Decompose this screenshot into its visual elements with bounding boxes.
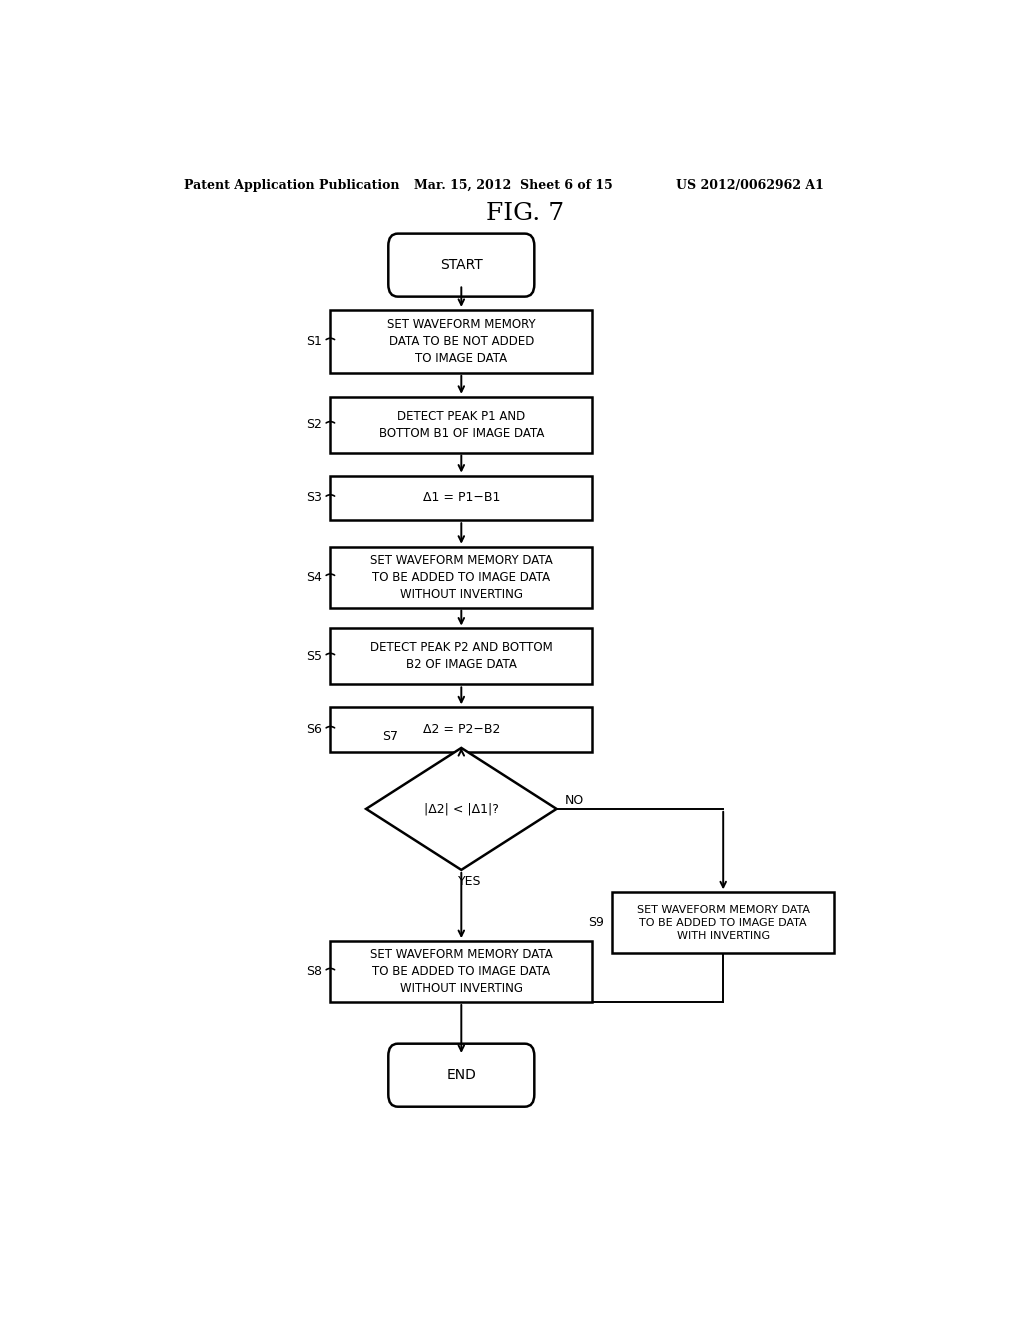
Bar [331, 546, 592, 607]
Bar [331, 475, 592, 520]
Text: SET WAVEFORM MEMORY
DATA TO BE NOT ADDED
TO IMAGE DATA: SET WAVEFORM MEMORY DATA TO BE NOT ADDED… [387, 318, 536, 364]
Bar [331, 397, 592, 453]
Text: YES: YES [458, 875, 481, 888]
Text: Patent Application Publication: Patent Application Publication [183, 178, 399, 191]
FancyBboxPatch shape [388, 1044, 535, 1106]
Text: SET WAVEFORM MEMORY DATA
TO BE ADDED TO IMAGE DATA
WITHOUT INVERTING: SET WAVEFORM MEMORY DATA TO BE ADDED TO … [370, 553, 553, 601]
Bar [331, 941, 592, 1002]
FancyBboxPatch shape [388, 234, 535, 297]
Text: S6: S6 [306, 723, 323, 737]
Text: Mar. 15, 2012  Sheet 6 of 15: Mar. 15, 2012 Sheet 6 of 15 [414, 178, 612, 191]
Text: US 2012/0062962 A1: US 2012/0062962 A1 [676, 178, 823, 191]
Bar [612, 892, 835, 953]
Text: S7: S7 [382, 730, 398, 743]
Text: END: END [446, 1068, 476, 1082]
Text: |Δ2| < |Δ1|?: |Δ2| < |Δ1|? [424, 803, 499, 816]
Text: NO: NO [564, 795, 584, 808]
Bar [331, 628, 592, 684]
Text: S8: S8 [306, 965, 323, 978]
Text: SET WAVEFORM MEMORY DATA
TO BE ADDED TO IMAGE DATA
WITH INVERTING: SET WAVEFORM MEMORY DATA TO BE ADDED TO … [637, 904, 810, 941]
Text: S3: S3 [306, 491, 323, 504]
Bar [331, 708, 592, 752]
Text: Δ2 = P2−B2: Δ2 = P2−B2 [423, 723, 500, 737]
Text: DETECT PEAK P2 AND BOTTOM
B2 OF IMAGE DATA: DETECT PEAK P2 AND BOTTOM B2 OF IMAGE DA… [370, 642, 553, 672]
Text: Δ1 = P1−B1: Δ1 = P1−B1 [423, 491, 500, 504]
Text: S9: S9 [588, 916, 604, 929]
Text: SET WAVEFORM MEMORY DATA
TO BE ADDED TO IMAGE DATA
WITHOUT INVERTING: SET WAVEFORM MEMORY DATA TO BE ADDED TO … [370, 948, 553, 995]
Text: S2: S2 [306, 418, 323, 432]
Polygon shape [367, 748, 557, 870]
Text: DETECT PEAK P1 AND
BOTTOM B1 OF IMAGE DATA: DETECT PEAK P1 AND BOTTOM B1 OF IMAGE DA… [379, 409, 544, 440]
Bar [331, 310, 592, 372]
Text: FIG. 7: FIG. 7 [485, 202, 564, 226]
Text: S1: S1 [306, 335, 323, 348]
Text: S4: S4 [306, 570, 323, 583]
Text: START: START [440, 259, 482, 272]
Text: S5: S5 [306, 649, 323, 663]
